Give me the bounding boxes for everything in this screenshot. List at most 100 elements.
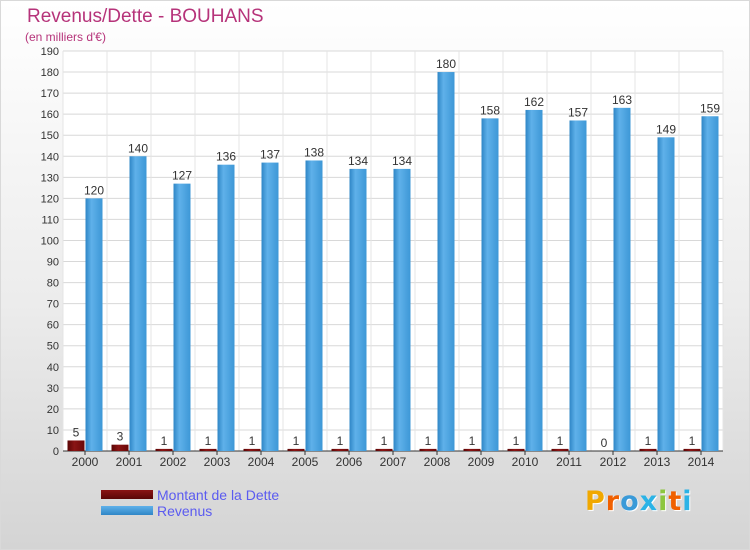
logo-letter: x <box>639 486 659 517</box>
y-tick-label: 30 <box>47 383 59 395</box>
bar-dette <box>551 448 569 451</box>
x-tick-label: 2000 <box>72 455 99 469</box>
y-tick-label: 140 <box>41 151 59 163</box>
data-label-dette: 1 <box>293 434 300 448</box>
bar-dette <box>243 448 261 451</box>
bar-revenus <box>85 198 103 451</box>
legend-label-dette: Montant de la Dette <box>157 487 280 503</box>
bar-dette <box>507 448 525 451</box>
x-tick-label: 2012 <box>600 455 627 469</box>
bar-dette <box>199 448 217 451</box>
legend-swatch-revenus <box>101 506 153 515</box>
plot-area <box>63 51 723 451</box>
data-label-revenus: 163 <box>612 93 632 107</box>
bar-revenus <box>613 107 631 451</box>
data-label-revenus: 120 <box>84 183 104 197</box>
x-tick-label: 2008 <box>424 455 451 469</box>
y-tick-label: 50 <box>47 341 59 353</box>
bar-dette <box>375 448 393 451</box>
data-label-dette: 3 <box>117 430 124 444</box>
bar-dette <box>155 448 173 451</box>
bar-dette <box>419 448 437 451</box>
bar-revenus <box>657 137 675 451</box>
bar-revenus <box>393 168 411 452</box>
bar-revenus <box>261 162 279 451</box>
bar-revenus <box>349 168 367 452</box>
data-label-dette: 0 <box>601 436 608 450</box>
bar-dette <box>67 440 85 451</box>
bar-dette <box>463 448 481 451</box>
x-tick-label: 2014 <box>688 455 715 469</box>
x-tick-label: 2003 <box>204 455 231 469</box>
y-tick-label: 0 <box>53 446 59 458</box>
data-label-dette: 1 <box>205 434 212 448</box>
data-label-dette: 1 <box>469 434 476 448</box>
bar-revenus <box>305 160 323 451</box>
bar-dette <box>331 448 349 451</box>
data-label-dette: 1 <box>513 434 520 448</box>
y-tick-label: 120 <box>41 193 59 205</box>
proxiti-logo: Proxiti <box>585 486 693 517</box>
x-tick-label: 2011 <box>556 455 582 469</box>
x-tick-label: 2001 <box>116 455 143 469</box>
bar-dette <box>287 448 305 451</box>
y-tick-label: 10 <box>47 425 59 437</box>
data-label-revenus: 158 <box>480 103 500 117</box>
data-label-revenus: 136 <box>216 150 236 164</box>
x-tick-label: 2002 <box>160 455 187 469</box>
bar-dette <box>639 448 657 451</box>
chart-title: Revenus/Dette - BOUHANS <box>27 6 264 27</box>
x-tick-label: 2013 <box>644 455 671 469</box>
data-label-revenus: 180 <box>436 57 456 71</box>
bar-revenus <box>217 164 235 451</box>
data-label-dette: 1 <box>425 434 432 448</box>
legend-label-revenus: Revenus <box>157 503 213 519</box>
logo-letter: P <box>585 486 606 517</box>
data-label-revenus: 138 <box>304 145 324 159</box>
x-tick-label: 2006 <box>336 455 363 469</box>
data-label-revenus: 140 <box>128 141 148 155</box>
y-tick-label: 180 <box>41 67 59 79</box>
data-label-revenus: 149 <box>656 122 676 136</box>
data-label-dette: 1 <box>337 434 344 448</box>
bar-dette <box>111 444 129 451</box>
data-label-dette: 1 <box>689 434 696 448</box>
data-label-revenus: 137 <box>260 148 280 162</box>
y-tick-label: 90 <box>47 257 59 269</box>
chart-subtitle: (en milliers d'€) <box>25 30 106 44</box>
data-label-revenus: 134 <box>392 154 412 168</box>
logo-letter: t <box>668 486 683 517</box>
data-label-dette: 5 <box>73 425 80 439</box>
data-label-revenus: 159 <box>700 101 720 115</box>
x-tick-label: 2005 <box>292 455 319 469</box>
data-label-dette: 1 <box>381 434 388 448</box>
x-tick-label: 2010 <box>512 455 539 469</box>
data-label-revenus: 127 <box>172 169 192 183</box>
y-tick-label: 70 <box>47 299 59 311</box>
data-label-revenus: 157 <box>568 105 588 119</box>
x-tick-label: 2004 <box>248 455 275 469</box>
bar-revenus <box>525 109 543 452</box>
bar-revenus <box>173 183 191 451</box>
x-tick-label: 2007 <box>380 455 407 469</box>
data-label-revenus: 134 <box>348 154 368 168</box>
data-label-dette: 1 <box>161 434 168 448</box>
y-tick-label: 150 <box>41 130 59 142</box>
y-tick-label: 20 <box>47 404 59 416</box>
y-tick-label: 80 <box>47 278 59 290</box>
logo-letter: o <box>620 486 640 517</box>
data-label-revenus: 162 <box>524 95 544 109</box>
bar-revenus <box>437 72 455 451</box>
y-tick-label: 160 <box>41 109 59 121</box>
y-tick-label: 130 <box>41 172 59 184</box>
logo-letter: r <box>605 486 621 517</box>
data-label-dette: 1 <box>557 434 564 448</box>
y-tick-label: 170 <box>41 88 59 100</box>
bar-revenus <box>569 120 587 451</box>
bar-revenus <box>701 116 719 452</box>
y-tick-label: 40 <box>47 362 59 374</box>
logo-letter: i <box>658 486 669 517</box>
data-label-dette: 1 <box>249 434 256 448</box>
